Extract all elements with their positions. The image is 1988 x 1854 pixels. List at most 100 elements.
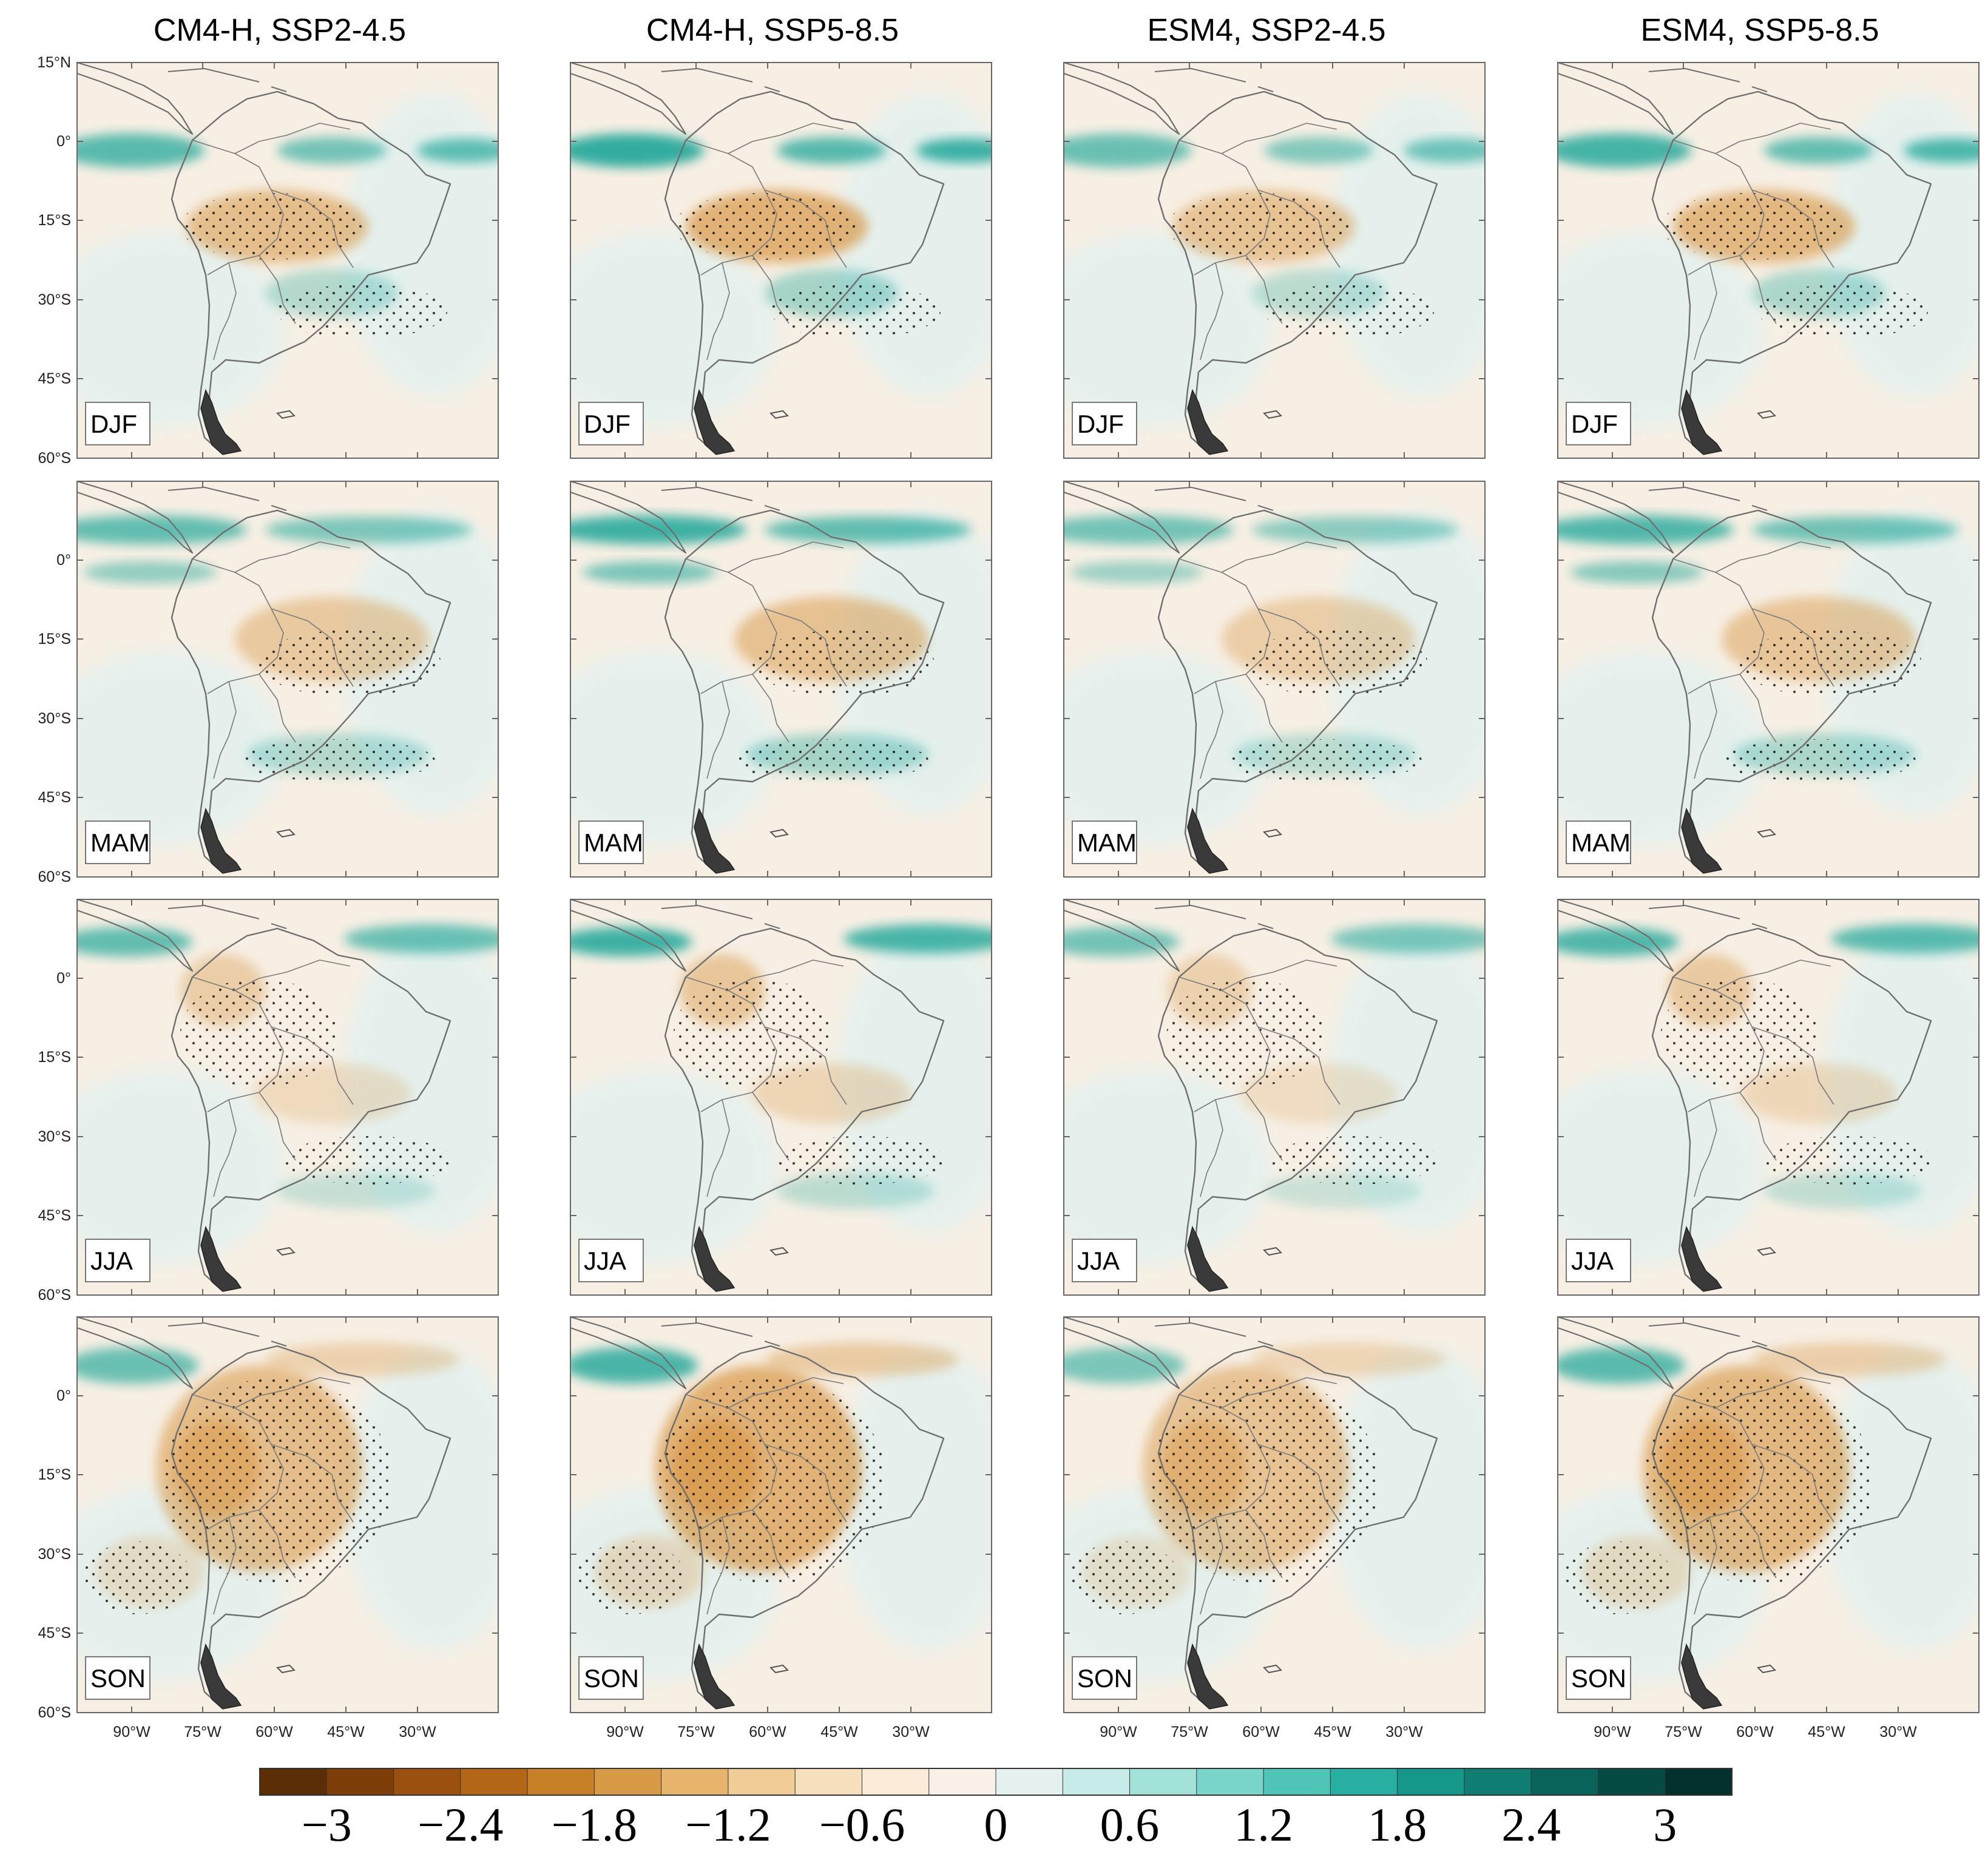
colorbar-swatch [1531,1768,1598,1795]
lat-tick-label: 30°S [38,1128,71,1145]
colorbar-swatch [728,1768,796,1795]
season-label: MAM [578,820,644,864]
lon-tick-label: 45°W [327,1724,365,1741]
season-label-text: JJA [90,1247,133,1275]
season-label-text: DJF [1077,410,1124,438]
season-label: DJF [1566,402,1631,445]
season-label: DJF [1072,402,1137,445]
colorbar-swatch [594,1768,662,1795]
lat-tick-label: 30°S [38,291,71,308]
colorbar-swatch [1330,1768,1398,1795]
colorbar-swatch [862,1768,930,1795]
lat-tick-label: 45°S [38,789,71,806]
lat-tick-label: 15°S [38,212,71,229]
map-panel: SON 90°W 75°W 60°W 45°W 30°W [1557,1316,1980,1741]
map-panel: SON 0° 15°S 30°S 45°S 60°S 90°W 75°W 60°W 45°W 30°… [38,1316,499,1741]
season-label-text: DJF [1571,410,1618,438]
colorbar-swatch [928,1768,996,1795]
colorbar-label: 1.8 [1368,1798,1427,1851]
season-label-text: JJA [1571,1247,1614,1275]
season-label: JJA [1566,1239,1631,1282]
season-label: MAM [85,820,150,864]
season-label: DJF [578,402,644,445]
lon-tick-label: 60°W [1242,1724,1280,1741]
season-label-text: MAM [584,828,643,857]
map-panel: DJF [1557,62,1980,459]
lat-tick-label: 60°S [38,1704,71,1721]
season-label: JJA [1072,1239,1137,1282]
lat-tick-label: 60°S [38,450,71,467]
season-label: JJA [578,1239,644,1282]
season-label: JJA [85,1239,150,1282]
season-label: DJF [85,402,150,445]
lat-tick-label: 0° [56,133,71,150]
lon-tick-label: 30°W [1385,1724,1423,1741]
lon-tick-label: 90°W [1594,1724,1631,1741]
season-label: SON [1566,1656,1631,1700]
map-panel: MAM [570,481,992,878]
colorbar-swatch [460,1768,528,1795]
colorbar-label: 1.2 [1234,1798,1293,1851]
colorbar-swatch [795,1768,862,1795]
colorbar: −3 −2.4 −1.8 −1.2 −0.6 0 0.6 1.2 1.8 2.4 3 [259,1768,1733,1851]
season-label-text: SON [1077,1664,1132,1693]
lon-tick-label: 75°W [677,1724,715,1741]
column-title: ESM4, SSP2-4.5 [1147,13,1385,48]
lat-tick-label: 45°S [38,1625,71,1642]
lon-tick-label: 60°W [749,1724,786,1741]
colorbar-swatch [1598,1768,1666,1795]
lon-tick-label: 60°W [255,1724,293,1741]
colorbar-label: 2.4 [1501,1798,1561,1851]
lat-tick-label: 60°S [38,1287,71,1304]
colorbar-swatch [1063,1768,1131,1795]
lat-tick-label: 0° [56,552,71,569]
colorbar-label: 3 [1653,1798,1677,1851]
lon-tick-label: 90°W [113,1724,150,1741]
colorbar-swatch [1665,1768,1733,1795]
lat-tick-label: 15°S [38,1049,71,1066]
lon-tick-label: 45°W [1314,1724,1351,1741]
colorbar-swatch [996,1768,1063,1795]
lat-tick-label: 45°S [38,370,71,387]
colorbar-swatch [1263,1768,1331,1795]
lon-tick-label: 75°W [184,1724,221,1741]
colorbar-swatch [1196,1768,1264,1795]
season-label-text: SON [584,1664,639,1693]
map-panel: DJF [1063,62,1486,459]
lat-tick-label: 0° [56,1387,71,1404]
column-title: CM4-H, SSP2-4.5 [154,13,406,48]
map-panel: MAM 0° 15°S 30°S 45°S 60°S [38,481,499,885]
colorbar-swatch [1397,1768,1465,1795]
map-panel: DJF 15°N 0° 15°S 30°S 45°S 60°S [37,54,499,467]
lon-tick-label: 30°W [892,1724,930,1741]
season-label-text: MAM [1077,828,1137,857]
colorbar-swatch [661,1768,729,1795]
lon-tick-label: 90°W [1100,1724,1137,1741]
colorbar-swatch [527,1768,595,1795]
lat-tick-label: 30°S [38,710,71,727]
map-panel: SON 90°W 75°W 60°W 45°W 30°W [570,1316,992,1741]
colorbar-swatch [1129,1768,1197,1795]
colorbar-label: 0 [984,1798,1008,1851]
map-panel: JJA 0° 15°S 30°S 45°S 60°S [38,899,499,1304]
season-label-text: MAM [1571,828,1631,857]
colorbar-swatch [326,1768,394,1795]
map-panel: DJF [570,62,992,459]
map-panel: MAM [1557,481,1980,878]
colorbar-label: −1.8 [552,1798,638,1851]
lat-tick-label: 15°N [37,54,71,71]
season-label: SON [85,1656,150,1700]
colorbar-swatch [1464,1768,1532,1795]
lat-tick-label: 45°S [38,1207,71,1224]
lat-tick-label: 0° [56,970,71,987]
lon-tick-label: 45°W [1808,1724,1845,1741]
lon-tick-label: 30°W [399,1724,436,1741]
colorbar-label: −3 [302,1798,352,1851]
column-title: ESM4, SSP5-8.5 [1640,13,1879,48]
season-label: MAM [1072,820,1137,864]
colorbar-swatch [393,1768,461,1795]
season-label-text: SON [90,1664,146,1693]
lat-tick-label: 15°S [38,1466,71,1483]
colorbar-label: −2.4 [418,1798,504,1851]
